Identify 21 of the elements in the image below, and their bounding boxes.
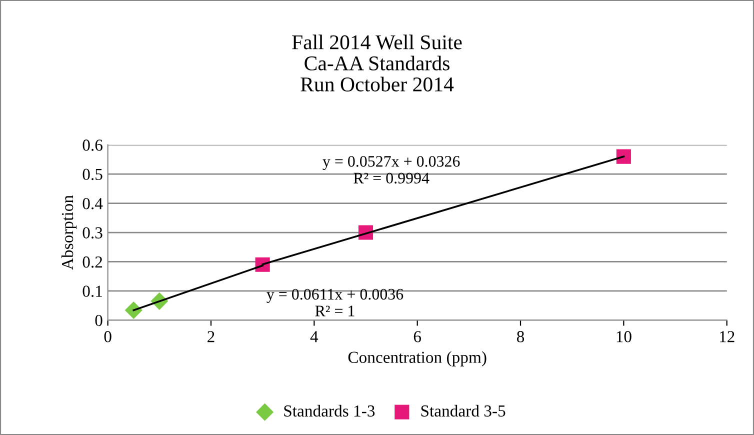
x-tick-label: 2	[208, 331, 214, 342]
x-tick-label: 12	[720, 331, 734, 342]
y-tick-label: 0.6	[82, 140, 102, 151]
chart-title: Fall 2014 Well Suite Ca-AA Standards Run October 2014	[292, 34, 462, 92]
y-tick-label: 0.2	[82, 256, 102, 268]
x-tick-label: 4	[310, 331, 318, 342]
annotation: y = 0.0527x + 0.0326 R² = 0.9994	[322, 156, 460, 184]
y-tick-label: 0	[95, 314, 102, 326]
x-tick-label: 10	[616, 331, 632, 342]
y-tick-label: 0.1	[82, 286, 102, 297]
y-tick-label: 0.3	[82, 227, 102, 239]
x-tick-label: 6	[414, 331, 422, 342]
legend-label: Standards 1-3	[284, 404, 375, 417]
annotation: y = 0.0611x + 0.0036 R² = 1	[266, 288, 404, 316]
x-axis-title: Concentration (ppm)	[348, 351, 486, 366]
legend-label: Standard 3-5	[421, 404, 506, 417]
x-tick-label: 8	[516, 331, 524, 342]
y-axis-title: Absorption	[61, 195, 77, 270]
y-tick-label: 0.4	[82, 198, 103, 210]
y-tick-label: 0.5	[82, 168, 102, 180]
x-tick-label: 0	[104, 331, 112, 342]
